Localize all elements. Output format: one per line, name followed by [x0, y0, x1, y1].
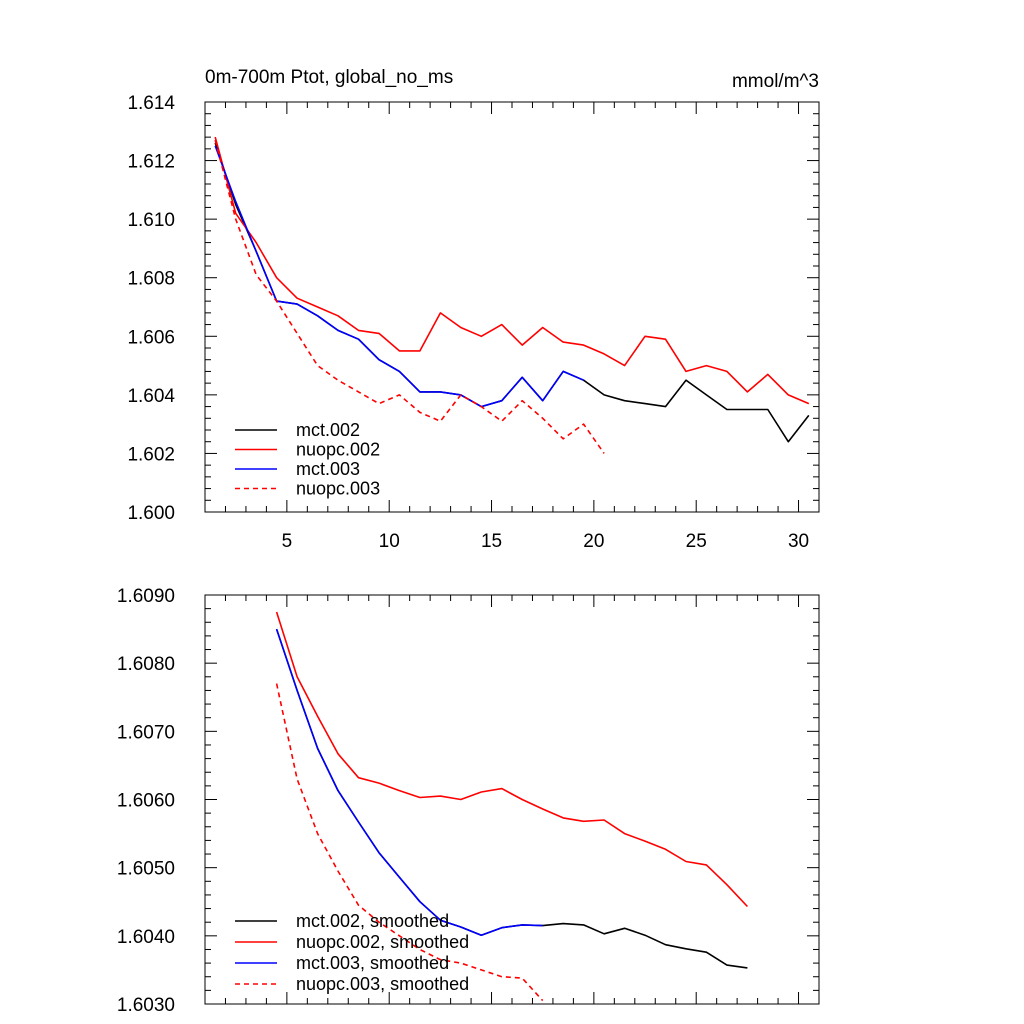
y-tick-label: 1.6090 [117, 586, 175, 607]
legend-label: nuopc.002 [296, 440, 380, 460]
series-line [214, 142, 810, 443]
y-tick-label: 1.610 [127, 210, 175, 231]
y-tick-label: 1.6040 [117, 927, 175, 948]
legend-label: nuopc.003, smoothed [296, 974, 469, 994]
series-line [275, 628, 543, 937]
series-line [214, 145, 584, 408]
x-tick-label: 25 [686, 531, 707, 552]
y-tick-label: 1.604 [127, 386, 175, 407]
y-tick-label: 1.6030 [117, 995, 175, 1016]
y-tick-label: 1.6050 [117, 859, 175, 880]
legend-label: nuopc.003 [296, 479, 380, 499]
series-line [275, 611, 748, 908]
series-lines [214, 136, 810, 454]
tick-labels: 5 10 15 20 25 30 1.600 1.602 1.604 1.606 1.608 1.61… [127, 93, 809, 552]
y-tick-label: 1.6070 [117, 722, 175, 743]
axis-ticks [204, 594, 820, 1005]
series-line [214, 139, 605, 454]
y-tick-label: 1.612 [127, 152, 175, 173]
y-tick-label: 1.6060 [117, 791, 175, 812]
y-tick-label: 1.600 [127, 503, 175, 524]
top-chart: 0m-700m Ptot, global_no_ms mmol/m^3 5 10 1… [127, 67, 820, 552]
legend-label: mct.003 [296, 459, 360, 479]
legend-label: nuopc.002, smoothed [296, 932, 469, 952]
y-tick-label: 1.606 [127, 327, 175, 348]
tick-labels: 1.6030 1.6040 1.6050 1.6060 1.6070 1.6080 1.60… [117, 586, 175, 1016]
series-lines [275, 611, 748, 1002]
units-label: mmol/m^3 [732, 71, 819, 92]
x-tick-label: 15 [481, 531, 502, 552]
legend-label: mct.002 [296, 420, 360, 440]
bottom-chart: 1.6030 1.6040 1.6050 1.6060 1.6070 1.6080 1.60… [117, 586, 820, 1016]
y-tick-label: 1.602 [127, 444, 175, 465]
x-tick-label: 30 [788, 531, 809, 552]
y-tick-label: 1.6080 [117, 654, 175, 675]
x-tick-label: 10 [379, 531, 400, 552]
y-tick-label: 1.608 [127, 269, 175, 290]
chart-title: 0m-700m Ptot, global_no_ms [205, 67, 453, 88]
legend-label: mct.002, smoothed [296, 911, 449, 931]
axis-ticks [204, 101, 820, 513]
series-line [275, 683, 544, 1002]
legend-label: mct.003, smoothed [296, 953, 449, 973]
x-tick-label: 20 [583, 531, 604, 552]
x-tick-label: 5 [282, 531, 293, 552]
y-tick-label: 1.614 [127, 93, 175, 114]
series-line [214, 136, 810, 405]
